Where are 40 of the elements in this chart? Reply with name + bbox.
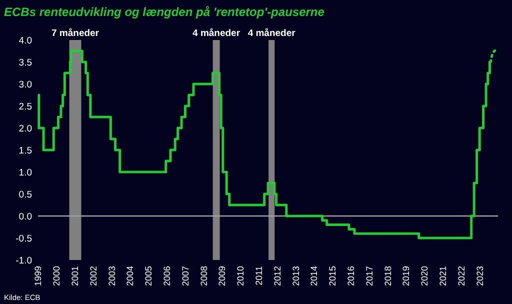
- x-tick-label: 2009: [217, 266, 228, 286]
- x-tick-label: 2014: [309, 266, 320, 286]
- x-tick-label: 2017: [364, 266, 374, 286]
- x-tick-label: 2016: [346, 266, 356, 286]
- x-tick-label: 2005: [144, 266, 154, 286]
- x-tick-label: 2002: [88, 266, 98, 286]
- x-tick-label: 2019: [401, 266, 412, 286]
- y-tick-label: -0.5: [16, 233, 32, 244]
- chart-title: ECBs renteudvikling og længden på 'rentetop'-pauserne: [4, 5, 325, 19]
- x-tick-label: 2008: [198, 266, 209, 286]
- x-tick-label: 2006: [162, 266, 172, 286]
- y-tick-label: 3.5: [18, 57, 32, 68]
- y-tick-label: 1.5: [18, 145, 32, 156]
- x-tick-label: 2012: [272, 266, 282, 286]
- x-tick-label: 2000: [52, 266, 62, 286]
- y-tick-label: 1.0: [18, 167, 32, 178]
- x-tick-label: 2021: [438, 266, 448, 286]
- x-tick-label: 2011: [254, 266, 264, 286]
- x-tick-label: 2013: [290, 266, 301, 286]
- band-label: 4 måneder: [192, 28, 240, 39]
- x-tick-label: 2018: [382, 266, 393, 286]
- y-tick-label: 0.5: [18, 189, 32, 200]
- y-tick-label: -1.0: [16, 255, 32, 266]
- x-tick-label: 1999: [33, 266, 44, 286]
- y-tick-label: 2.0: [18, 123, 32, 134]
- x-tick-label: 2003: [106, 266, 117, 286]
- x-tick-label: 2015: [328, 266, 338, 286]
- y-tick-label: 3.0: [18, 79, 32, 90]
- x-tick-label: 2007: [180, 266, 190, 286]
- x-tick-label: 2001: [70, 266, 80, 286]
- y-tick-label: 0.0: [18, 211, 32, 222]
- y-tick-label: 4.0: [18, 35, 32, 46]
- x-tick-label: 2020: [420, 266, 430, 286]
- x-tick-label: 2010: [236, 266, 246, 286]
- x-tick-label: 2004: [125, 266, 136, 286]
- band-label: 4 måneder: [248, 28, 296, 39]
- y-tick-label: 2.5: [18, 101, 32, 112]
- band-label: 7 måneder: [51, 28, 100, 39]
- x-tick-label: 2022: [456, 266, 466, 286]
- x-tick-label: 2023: [474, 266, 485, 286]
